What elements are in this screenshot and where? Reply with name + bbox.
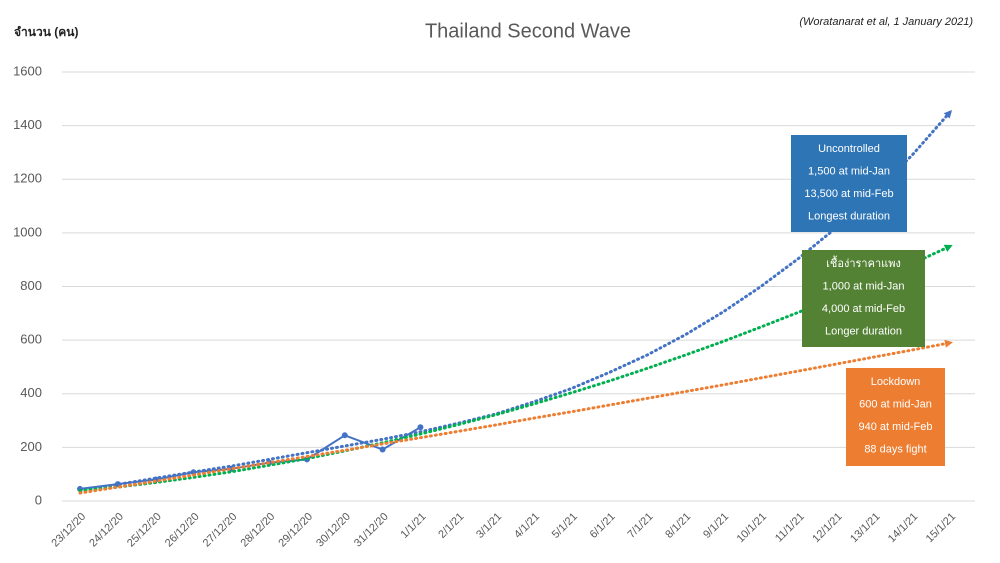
x-tick-label: 5/1/21	[550, 511, 580, 541]
annotation-text: 600 at mid-Jan	[859, 399, 932, 411]
annotation-text: Longer duration	[825, 326, 902, 338]
x-tick-label: 12/1/21	[810, 511, 844, 545]
data-line	[79, 426, 421, 490]
x-tick-label: 6/1/21	[588, 511, 618, 541]
annotation-text: 1,500 at mid-Jan	[808, 166, 890, 178]
annotation-text: 13,500 at mid-Feb	[804, 188, 893, 200]
x-tick-label: 15/1/21	[924, 511, 958, 545]
data-point	[417, 424, 424, 431]
x-tick-label: 3/1/21	[474, 511, 504, 541]
x-tick-label: 2/1/21	[436, 511, 466, 541]
y-tick-label: 200	[20, 439, 42, 454]
x-tick-label: 4/1/21	[512, 511, 542, 541]
x-tick-label: 1/1/21	[398, 511, 428, 541]
annotation-text: Uncontrolled	[818, 143, 880, 155]
x-tick-label: 26/12/20	[163, 511, 202, 550]
source-note: (Woratanarat et al, 1 January 2021)	[799, 16, 973, 28]
y-tick-label: 1200	[13, 171, 42, 186]
x-tick-label: 8/1/21	[663, 511, 693, 541]
annotation-box	[791, 135, 907, 232]
y-tick-label: 600	[20, 332, 42, 347]
x-tick-label: 27/12/20	[201, 511, 240, 550]
annotation-box	[802, 250, 925, 347]
annotation-text: เชื้อง่าราคาแพง	[826, 255, 901, 270]
trend-line	[78, 339, 953, 495]
x-tick-label: 31/12/20	[352, 511, 391, 550]
x-tick-label: 11/1/21	[773, 511, 807, 545]
x-tick-label: 29/12/20	[276, 511, 315, 550]
y-tick-label: 1400	[13, 117, 42, 132]
annotation-text: Lockdown	[871, 376, 921, 388]
data-point	[341, 432, 348, 439]
annotation-text: Longest duration	[808, 211, 890, 223]
x-tick-label: 24/12/20	[87, 511, 126, 550]
x-tick-label: 10/1/21	[735, 511, 769, 545]
x-tick-label: 30/12/20	[314, 511, 353, 550]
x-tick-label: 7/1/21	[625, 511, 655, 541]
chart-title: Thailand Second Wave	[425, 20, 631, 42]
x-tick-label: 28/12/20	[239, 511, 278, 550]
annotation-text: 4,000 at mid-Feb	[822, 303, 905, 315]
x-tick-label: 23/12/20	[49, 511, 88, 550]
x-tick-label: 13/1/21	[848, 511, 882, 545]
y-tick-label: 400	[20, 385, 42, 400]
x-tick-label: 9/1/21	[701, 511, 731, 541]
y-tick-label: 0	[35, 492, 42, 507]
y-tick-label: 1600	[13, 63, 42, 78]
y-tick-label: 1000	[13, 224, 42, 239]
y-axis-label: จำนวน (คน)	[14, 25, 78, 39]
annotation-text: 1,000 at mid-Jan	[823, 281, 905, 293]
x-tick-label: 25/12/20	[125, 511, 164, 550]
data-point	[379, 446, 386, 453]
x-tick-label: 14/1/21	[886, 511, 920, 545]
annotation-text: 88 days fight	[864, 444, 926, 456]
annotation-box	[846, 368, 945, 466]
annotation-text: 940 at mid-Feb	[859, 421, 933, 433]
y-tick-label: 800	[20, 278, 42, 293]
